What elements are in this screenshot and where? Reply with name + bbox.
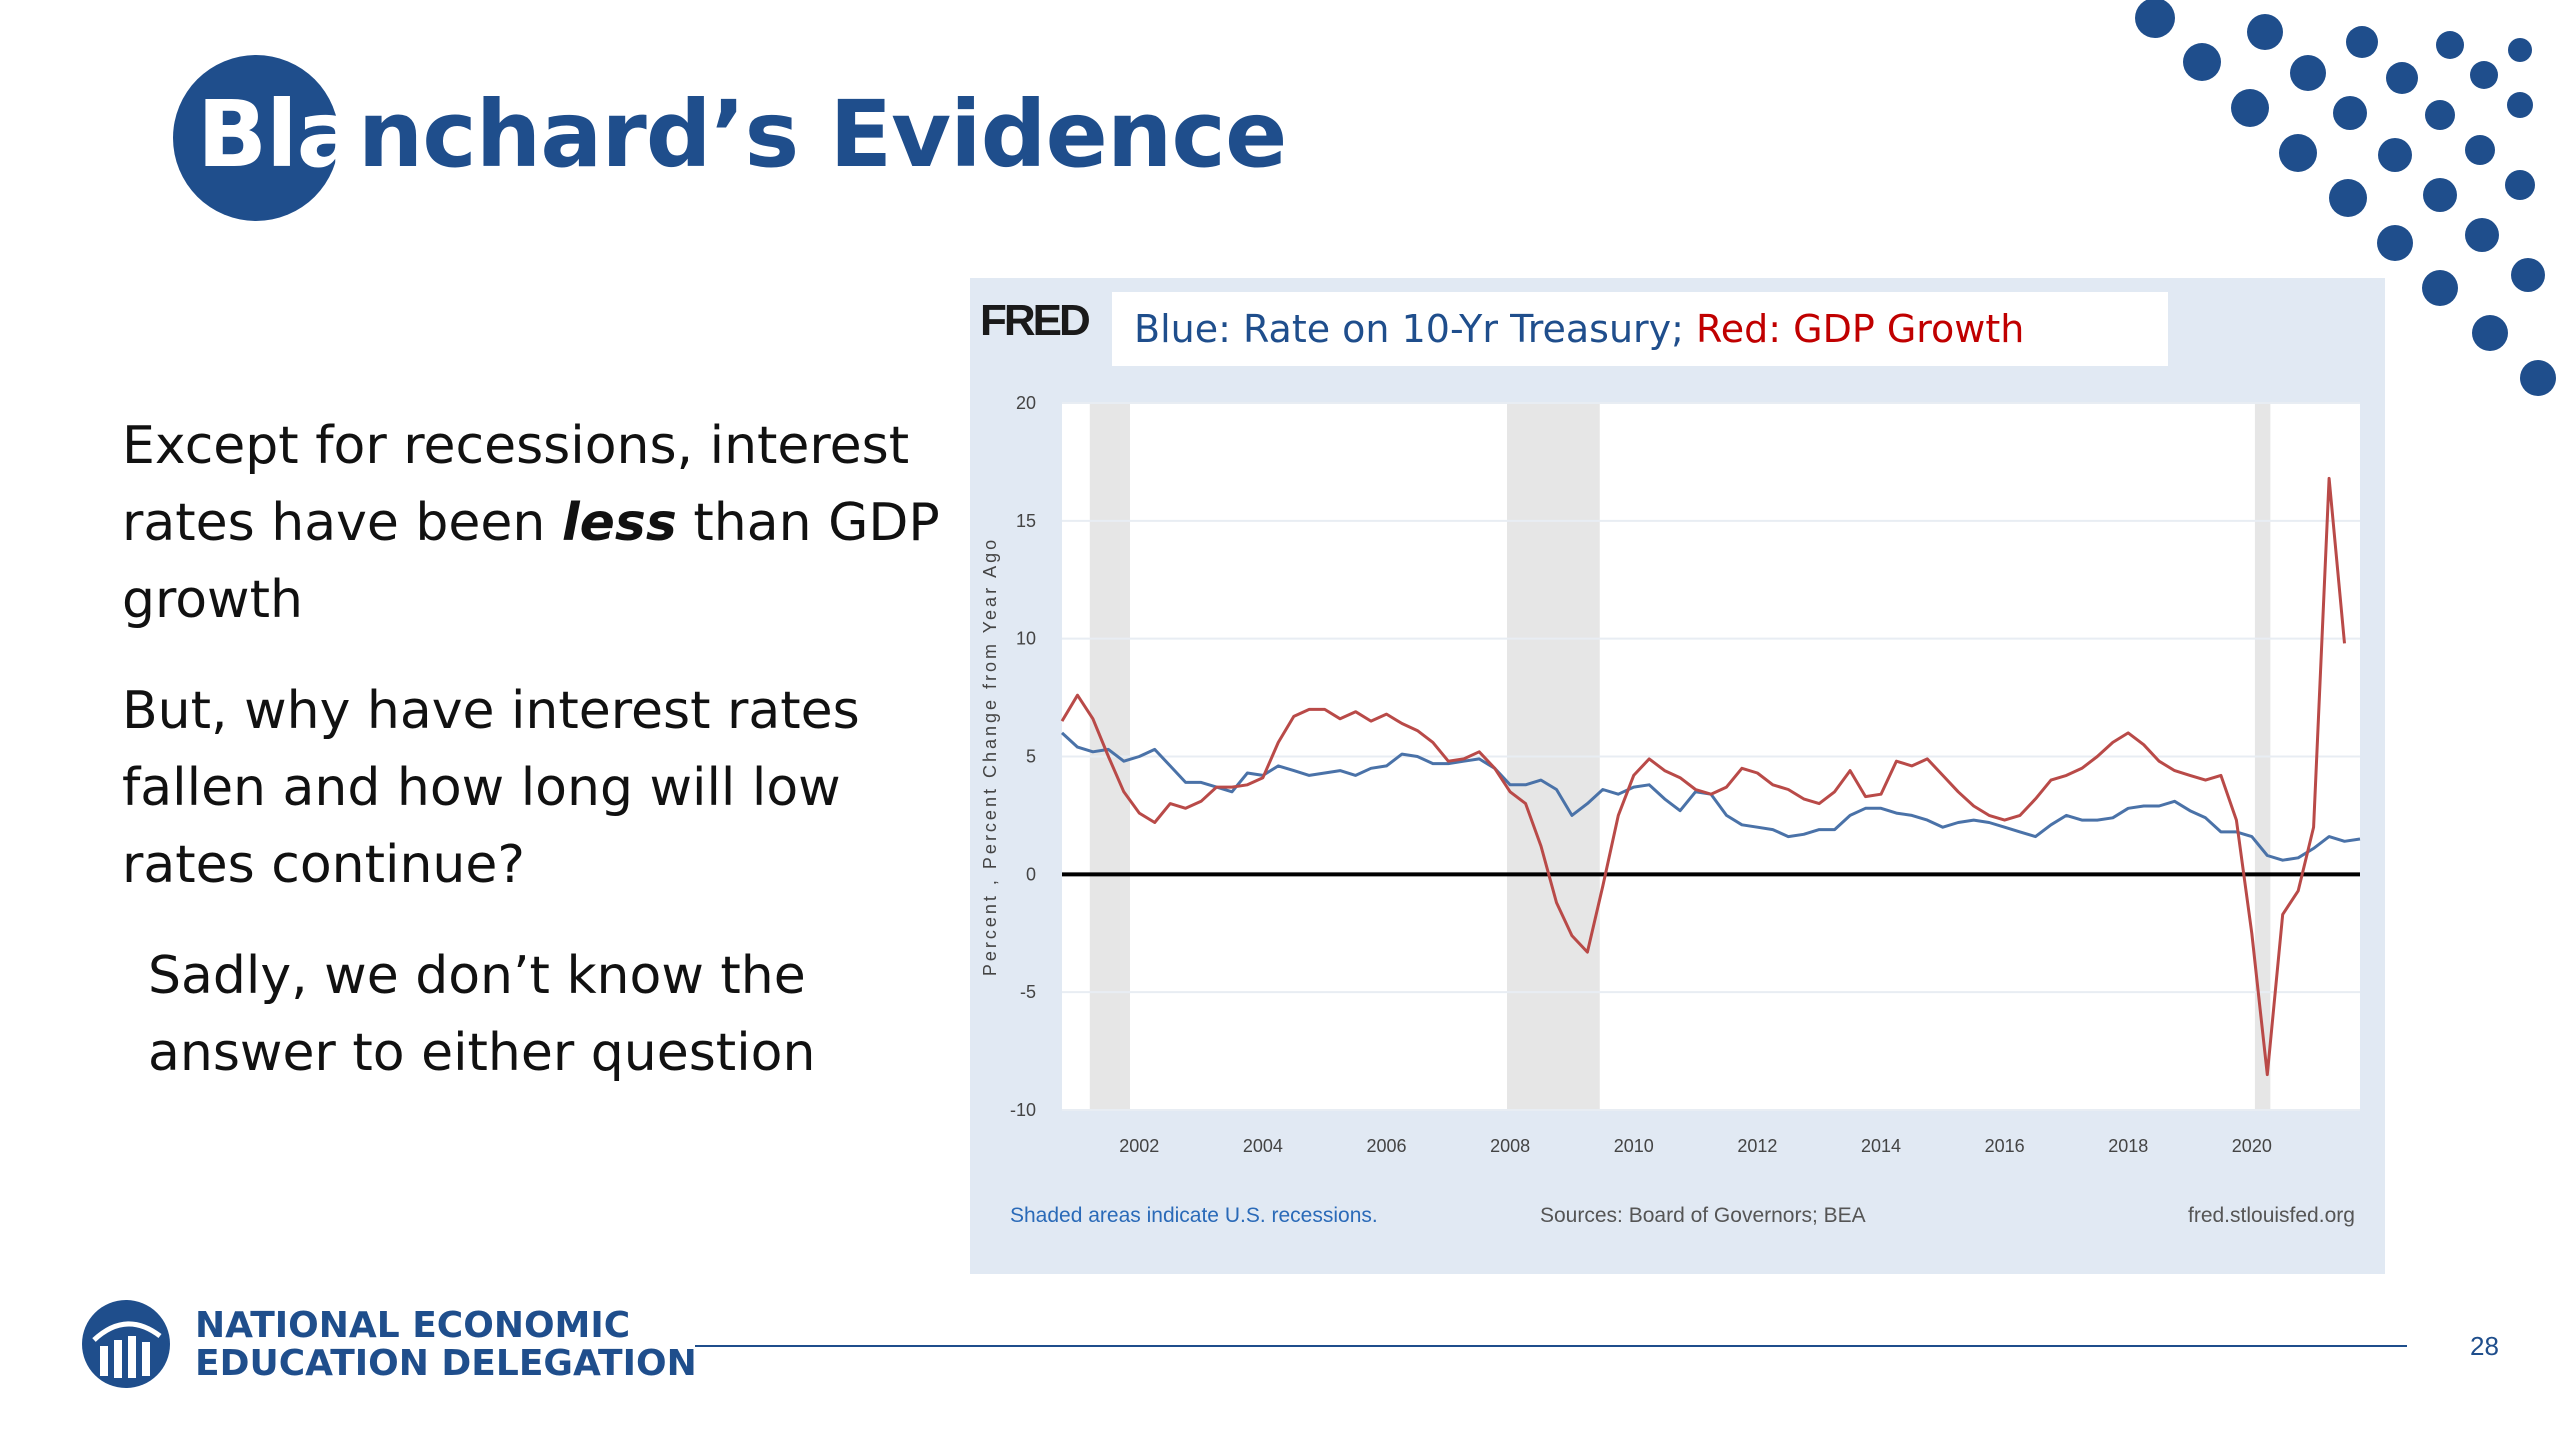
title-circle-accent <box>173 55 339 221</box>
x-tick-label: 2006 <box>1366 1136 1406 1156</box>
dot <box>2423 178 2457 212</box>
bullet-1: Except for recessions, interest rates ha… <box>122 416 940 630</box>
dot <box>2505 170 2535 200</box>
dot <box>2511 258 2545 292</box>
dot <box>2465 218 2499 252</box>
dot <box>2279 134 2317 172</box>
x-tick-label: 2014 <box>1861 1136 1901 1156</box>
org-name: NATIONAL ECONOMIC EDUCATION DELEGATION <box>195 1307 697 1383</box>
y-tick-label: 20 <box>1016 393 1036 413</box>
dot <box>2520 360 2556 396</box>
dot <box>2290 55 2326 91</box>
y-tick-label: -5 <box>1020 982 1036 1002</box>
dot <box>2472 315 2508 351</box>
dot <box>2378 138 2412 172</box>
fred-chart-panel: -10 -5 0 5 10 15 20 2002 2004 2006 2008 2010 2012 201… <box>970 278 2385 1274</box>
dot <box>2231 89 2269 127</box>
x-tick-label: 2016 <box>1985 1136 2025 1156</box>
y-tick-label: -10 <box>1010 1100 1036 1120</box>
x-tick-label: 2004 <box>1243 1136 1283 1156</box>
dot <box>2247 14 2283 50</box>
fred-chart: -10 -5 0 5 10 15 20 2002 2004 2006 2008 2010 2012 201… <box>980 393 2361 1156</box>
footer-rule <box>695 1345 2407 1347</box>
dot <box>2436 31 2464 59</box>
emphasis-less: less <box>561 493 677 553</box>
y-tick-label: 15 <box>1016 511 1036 531</box>
fred-logo: FRED <box>980 296 1091 345</box>
decorative-dots <box>2135 0 2556 396</box>
title-part2: nchard’s Evidence <box>357 81 1288 188</box>
sources-note: Sources: Board of Governors; BEA <box>1540 1204 1866 1227</box>
dot <box>2386 62 2418 94</box>
bullet-list: Except for recessions, interest rates ha… <box>122 408 942 1126</box>
y-tick-label: 5 <box>1026 747 1036 767</box>
dot <box>2135 0 2175 38</box>
dot <box>2470 61 2498 89</box>
y-tick-label: 0 <box>1026 864 1036 884</box>
dot <box>2508 38 2532 62</box>
org-line1: NATIONAL ECONOMIC <box>195 1305 631 1346</box>
bullet-3: Sadly, we don’t know the answer to eithe… <box>148 946 816 1083</box>
legend-red-label: Red: GDP Growth <box>1696 307 2025 351</box>
x-tick-label: 2010 <box>1614 1136 1654 1156</box>
page-number: 28 <box>2470 1331 2499 1361</box>
x-tick-label: 2018 <box>2108 1136 2148 1156</box>
bullet-2: But, why have interest rates fallen and … <box>122 681 860 895</box>
x-tick-label: 2020 <box>2232 1136 2272 1156</box>
dot <box>2465 135 2495 165</box>
y-tick-label: 10 <box>1016 629 1036 649</box>
recession-note: Shaded areas indicate U.S. recessions. <box>1010 1204 1378 1227</box>
legend-blue-label: Blue: Rate on 10-Yr Treasury; <box>1134 307 1684 351</box>
ned-logo-icon <box>82 1300 170 1388</box>
gdp-growth-line <box>1060 476 2346 1077</box>
x-tick-label: 2012 <box>1737 1136 1777 1156</box>
x-tick-label: 2002 <box>1119 1136 1159 1156</box>
dot <box>2507 92 2533 118</box>
dot <box>2183 43 2221 81</box>
dot <box>2333 96 2367 130</box>
dot <box>2329 179 2367 217</box>
title-part1: Bla <box>197 81 359 188</box>
dot <box>2346 26 2378 58</box>
y-axis-label: Percent , Percent Change from Year Ago <box>980 537 1000 976</box>
x-tick-label: 2008 <box>1490 1136 1530 1156</box>
chart-legend: Blue: Rate on 10-Yr Treasury; Red: GDP G… <box>1112 292 2168 366</box>
dot <box>2425 100 2455 130</box>
fred-url: fred.stlouisfed.org <box>2188 1204 2355 1227</box>
dot <box>2377 225 2413 261</box>
title-text: Blanchard’s Evidence <box>197 81 1288 188</box>
org-line2: EDUCATION DELEGATION <box>195 1343 697 1384</box>
dot <box>2422 270 2458 306</box>
